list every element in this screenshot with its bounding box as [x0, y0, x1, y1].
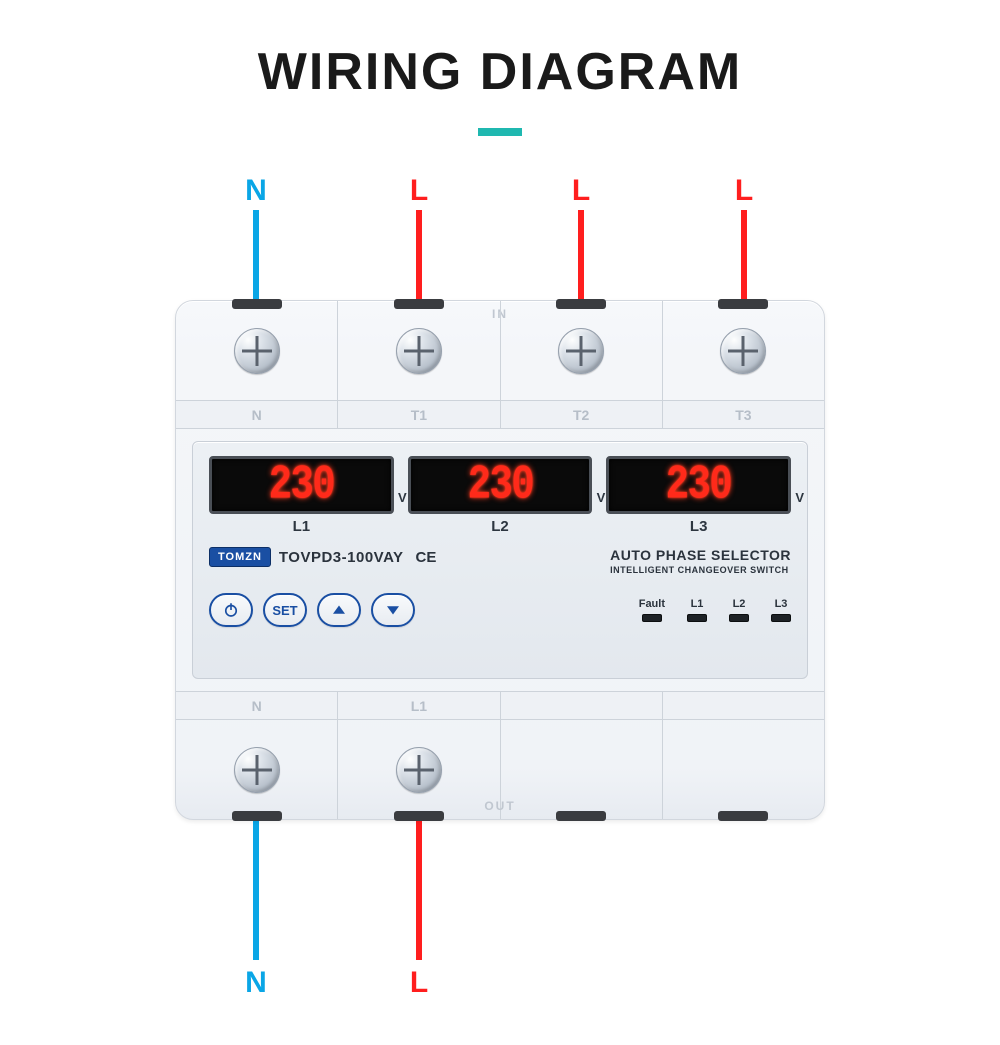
input-wire: [253, 210, 259, 310]
input-wire: [416, 210, 422, 310]
terminal-bot-3: [501, 720, 663, 819]
down-button[interactable]: [371, 593, 415, 627]
term-label: T3: [663, 401, 824, 428]
screw-icon: [396, 328, 442, 374]
display-row: 230 V L1 230 V L2 230 V L3: [209, 456, 791, 535]
lcd-l1: 230 V: [209, 456, 394, 514]
indicator-label: Fault: [639, 598, 665, 610]
indicator-label: L1: [687, 598, 707, 610]
controls-row: SET Fault L1 L2 L3: [209, 593, 791, 627]
lcd-unit: V: [597, 490, 606, 505]
button-group: SET: [209, 593, 415, 627]
display-l1: 230 V L1: [209, 456, 394, 535]
terminal-top-2: [338, 301, 500, 400]
indicator-group: Fault L1 L2 L3: [639, 598, 791, 622]
output-wire: [253, 810, 259, 960]
terminal-bot-4: [663, 720, 824, 819]
input-wire-label: L: [735, 174, 753, 208]
led-icon: [687, 614, 707, 622]
indicator-l1: L1: [687, 598, 707, 622]
lcd-l3: 230 V: [606, 456, 791, 514]
lcd-value: 230: [626, 461, 771, 509]
term-label: T1: [338, 401, 500, 428]
lcd-unit: V: [398, 490, 407, 505]
set-button[interactable]: SET: [263, 593, 307, 627]
brand-badge: TOMZN: [209, 547, 271, 567]
lcd-label: L2: [408, 518, 593, 535]
headline-block: AUTO PHASE SELECTOR INTELLIGENT CHANGEOV…: [610, 547, 791, 575]
input-wire: [578, 210, 584, 310]
indicator-fault: Fault: [639, 598, 665, 622]
led-icon: [771, 614, 791, 622]
indicator-l3: L3: [771, 598, 791, 622]
power-button[interactable]: [209, 593, 253, 627]
term-label: N: [176, 401, 338, 428]
headline: AUTO PHASE SELECTOR: [610, 547, 791, 563]
lcd-label: L3: [606, 518, 791, 535]
term-label: N: [176, 692, 338, 719]
indicator-label: L3: [771, 598, 791, 610]
lcd-label: L1: [209, 518, 394, 535]
terminal-labels-bot: N L1: [176, 691, 824, 719]
terminal-top-3: [501, 301, 663, 400]
info-row: TOMZN TOVPD3-100VAY CE AUTO PHASE SELECT…: [209, 547, 791, 575]
terminal-bot-2: [338, 720, 500, 819]
input-wire: [741, 210, 747, 310]
terminal-bot-1: [176, 720, 338, 819]
term-label: T2: [501, 401, 663, 428]
input-wire-label: N: [245, 174, 267, 208]
power-icon: [222, 601, 240, 619]
control-panel: 230 V L1 230 V L2 230 V L3: [192, 441, 808, 679]
input-wire-label: L: [572, 174, 590, 208]
output-wire: [416, 810, 422, 960]
led-icon: [729, 614, 749, 622]
lcd-value: 230: [427, 461, 572, 509]
device-body: IN N T1 T2 T3 230 V L1 230 V: [175, 300, 825, 820]
lcd-value: 230: [229, 461, 374, 509]
terminal-top-1: [176, 301, 338, 400]
output-wire-label: N: [245, 966, 267, 1000]
display-l3: 230 V L3: [606, 456, 791, 535]
term-label: [501, 692, 663, 719]
input-wire-label: L: [410, 174, 428, 208]
screw-icon: [720, 328, 766, 374]
brand-block: TOMZN TOVPD3-100VAY CE: [209, 547, 436, 567]
lcd-l2: 230 V: [408, 456, 593, 514]
io-label-out: OUT: [484, 799, 515, 813]
indicator-l2: L2: [729, 598, 749, 622]
accent-bar: [478, 128, 522, 136]
indicator-label: L2: [729, 598, 749, 610]
lcd-unit: V: [795, 490, 804, 505]
page-title: WIRING DIAGRAM: [0, 42, 1000, 102]
term-label: [663, 692, 824, 719]
output-wire-label: L: [410, 966, 428, 1000]
terminal-top-4: [663, 301, 824, 400]
terminal-row-top: [176, 301, 824, 401]
display-l2: 230 V L2: [408, 456, 593, 535]
screw-icon: [558, 328, 604, 374]
screw-icon: [396, 747, 442, 793]
screw-icon: [234, 328, 280, 374]
arrow-down-icon: [384, 601, 402, 619]
ce-mark: CE: [416, 549, 437, 566]
subheadline: INTELLIGENT CHANGEOVER SWITCH: [610, 565, 791, 575]
up-button[interactable]: [317, 593, 361, 627]
arrow-up-icon: [330, 601, 348, 619]
led-icon: [642, 614, 662, 622]
screw-icon: [234, 747, 280, 793]
model-number: TOVPD3-100VAY: [279, 549, 404, 566]
terminal-labels-top: N T1 T2 T3: [176, 401, 824, 429]
term-label: L1: [338, 692, 500, 719]
